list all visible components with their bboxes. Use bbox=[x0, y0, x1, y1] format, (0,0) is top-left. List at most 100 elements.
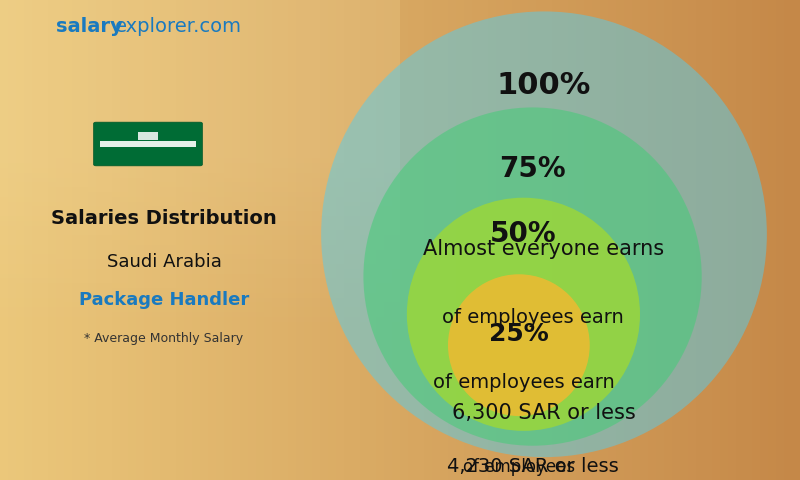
Bar bbox=[0, 192, 400, 197]
Bar bbox=[0, 29, 400, 34]
Bar bbox=[496, 0, 504, 480]
Text: Saudi Arabia: Saudi Arabia bbox=[106, 252, 222, 271]
Bar bbox=[360, 0, 368, 480]
Bar bbox=[296, 0, 304, 480]
Bar bbox=[0, 173, 400, 178]
Bar bbox=[632, 0, 640, 480]
Bar bbox=[48, 0, 56, 480]
Bar bbox=[256, 0, 264, 480]
Bar bbox=[0, 230, 400, 235]
Bar bbox=[288, 0, 296, 480]
Bar bbox=[264, 0, 272, 480]
Bar bbox=[640, 0, 648, 480]
Bar bbox=[128, 0, 136, 480]
Bar bbox=[0, 221, 400, 226]
Text: Almost everyone earns: Almost everyone earns bbox=[423, 239, 665, 259]
Bar bbox=[616, 0, 624, 480]
Bar bbox=[384, 0, 392, 480]
Bar bbox=[0, 91, 400, 96]
Text: of employees earn: of employees earn bbox=[442, 308, 623, 327]
Bar bbox=[376, 0, 384, 480]
Bar bbox=[144, 0, 152, 480]
Bar bbox=[744, 0, 752, 480]
Bar bbox=[0, 53, 400, 58]
Bar bbox=[0, 274, 400, 278]
Bar bbox=[400, 0, 408, 480]
FancyBboxPatch shape bbox=[94, 122, 202, 166]
Bar bbox=[72, 0, 80, 480]
Bar bbox=[96, 0, 104, 480]
Bar bbox=[0, 178, 400, 182]
Text: Salaries Distribution: Salaries Distribution bbox=[51, 209, 277, 228]
Text: of employees earn: of employees earn bbox=[433, 373, 614, 392]
Bar bbox=[280, 0, 288, 480]
Bar bbox=[728, 0, 736, 480]
Bar bbox=[64, 0, 72, 480]
Bar bbox=[0, 197, 400, 202]
Bar bbox=[784, 0, 792, 480]
Bar bbox=[0, 134, 400, 139]
Bar bbox=[416, 0, 424, 480]
Bar bbox=[776, 0, 784, 480]
Text: 75%: 75% bbox=[499, 155, 566, 183]
Bar bbox=[0, 216, 400, 221]
Bar bbox=[136, 0, 144, 480]
Bar bbox=[200, 0, 208, 480]
Bar bbox=[512, 0, 520, 480]
Bar bbox=[0, 120, 400, 125]
Bar bbox=[576, 0, 584, 480]
Bar bbox=[0, 240, 400, 245]
Bar bbox=[0, 182, 400, 187]
Bar bbox=[624, 0, 632, 480]
Text: Package Handler: Package Handler bbox=[79, 291, 249, 309]
Bar bbox=[0, 202, 400, 206]
Bar bbox=[0, 130, 400, 134]
Bar bbox=[160, 0, 168, 480]
Circle shape bbox=[448, 274, 590, 416]
Bar bbox=[440, 0, 448, 480]
Bar bbox=[0, 43, 400, 48]
Bar bbox=[320, 0, 328, 480]
Bar bbox=[336, 0, 344, 480]
Bar bbox=[120, 0, 128, 480]
Bar bbox=[544, 0, 552, 480]
Bar bbox=[0, 38, 400, 43]
Text: salary: salary bbox=[56, 17, 122, 36]
Bar bbox=[0, 67, 400, 72]
Bar bbox=[0, 82, 400, 86]
Bar bbox=[656, 0, 664, 480]
Bar bbox=[600, 0, 608, 480]
Bar bbox=[0, 14, 400, 19]
Text: 6,300 SAR or less: 6,300 SAR or less bbox=[452, 403, 636, 422]
Bar bbox=[720, 0, 728, 480]
Bar bbox=[112, 0, 120, 480]
Bar bbox=[536, 0, 544, 480]
Bar bbox=[56, 0, 64, 480]
Bar bbox=[16, 0, 24, 480]
Bar bbox=[792, 0, 800, 480]
Bar bbox=[208, 0, 216, 480]
Bar bbox=[0, 72, 400, 77]
Bar bbox=[0, 278, 400, 283]
Bar bbox=[584, 0, 592, 480]
Bar bbox=[0, 158, 400, 163]
Bar bbox=[0, 317, 400, 322]
Bar bbox=[424, 0, 432, 480]
Bar bbox=[392, 0, 400, 480]
Bar bbox=[0, 34, 400, 38]
Bar bbox=[138, 132, 158, 140]
Bar bbox=[0, 125, 400, 130]
Bar bbox=[0, 322, 400, 326]
Bar bbox=[100, 141, 196, 147]
Bar bbox=[0, 187, 400, 192]
Bar bbox=[184, 0, 192, 480]
Bar bbox=[472, 0, 480, 480]
Bar bbox=[712, 0, 720, 480]
Bar bbox=[480, 0, 488, 480]
Bar bbox=[80, 0, 88, 480]
Bar bbox=[768, 0, 776, 480]
Bar bbox=[528, 0, 536, 480]
Bar bbox=[0, 235, 400, 240]
Bar bbox=[592, 0, 600, 480]
Bar bbox=[736, 0, 744, 480]
